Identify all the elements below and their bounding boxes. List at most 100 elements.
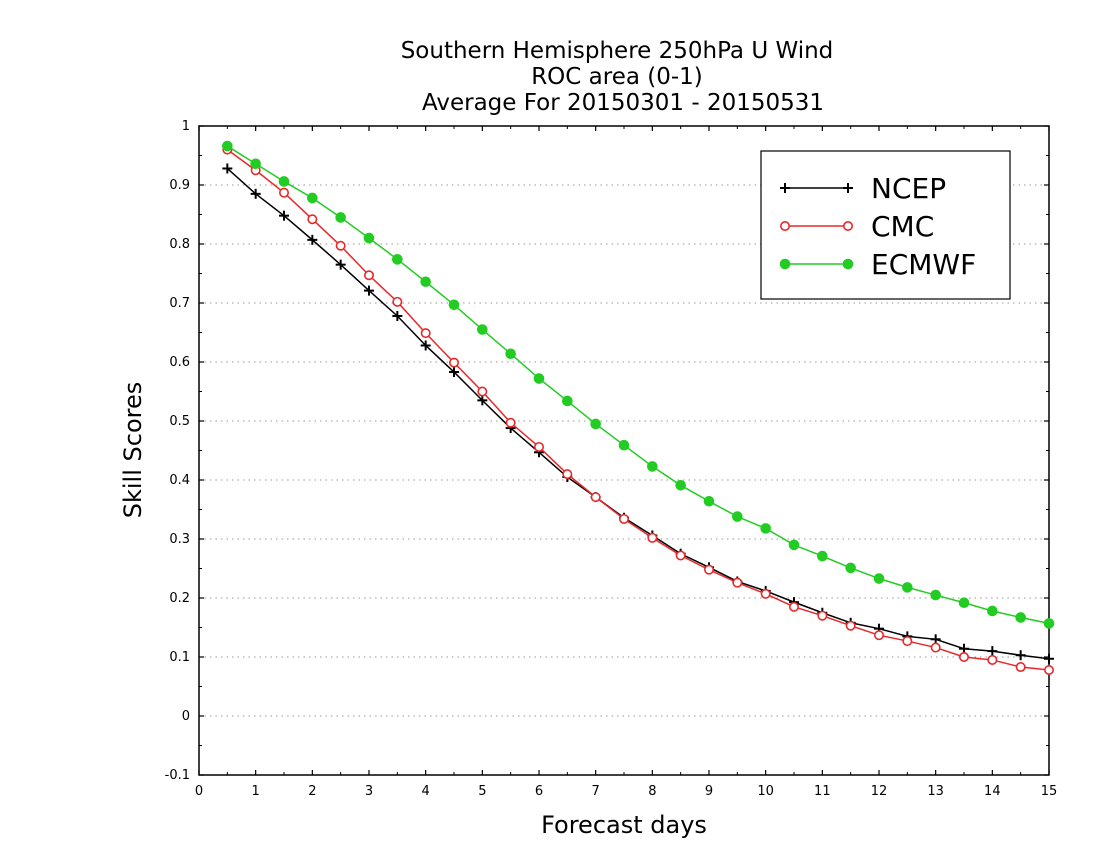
x-tick-label-13: 13 — [927, 784, 944, 799]
data-point-cmc-13 — [590, 492, 601, 503]
x-tick-label-0: 0 — [195, 784, 203, 799]
y-tick-label-5: 0.4 — [169, 473, 190, 488]
x-tick-label-10: 10 — [757, 784, 774, 799]
data-point-ecmwf-25 — [930, 589, 941, 601]
x-tick-label-14: 14 — [984, 784, 1001, 799]
data-point-ecmwf-13 — [590, 418, 601, 430]
data-point-cmc-5 — [363, 270, 374, 281]
y-axis-label: Skill Scores — [119, 382, 147, 519]
data-point-ecmwf-12 — [562, 395, 573, 407]
chart-title-line-2: ROC area (0-1) — [531, 64, 703, 90]
data-point-ncep-0 — [222, 163, 233, 174]
data-point-cmc-24 — [902, 636, 913, 647]
data-point-ncep-2 — [279, 210, 289, 221]
data-point-ncep-28 — [1015, 650, 1026, 661]
y-tick-label-3: 0.2 — [169, 591, 190, 606]
data-point-cmc-20 — [788, 601, 799, 612]
data-point-ecmwf-23 — [873, 573, 885, 584]
data-point-cmc-2 — [278, 187, 289, 198]
y-tick-label-4: 0.3 — [169, 532, 190, 547]
data-point-cmc-16 — [675, 550, 686, 561]
data-point-ncep-8 — [449, 367, 459, 378]
data-point-cmc-26 — [958, 651, 969, 662]
data-point-cmc-23 — [873, 630, 884, 641]
data-point-ecmwf-5 — [363, 232, 375, 244]
data-point-ecmwf-1 — [250, 158, 261, 170]
x-tick-label-4: 4 — [422, 784, 430, 799]
data-point-ecmwf-14 — [618, 439, 630, 451]
x-tick-label-2: 2 — [308, 784, 316, 799]
x-tick-label-15: 15 — [1041, 784, 1058, 799]
data-point-cmc-17 — [703, 564, 714, 575]
x-tick-label-5: 5 — [478, 784, 486, 799]
data-point-ecmwf-10 — [505, 348, 516, 360]
data-point-ecmwf-22 — [845, 562, 856, 574]
legend: NCEP CMC ECMWF — [760, 150, 1011, 300]
data-point-ecmwf-11 — [533, 373, 545, 384]
legend-marker-start-cmc — [779, 221, 790, 232]
x-tick-label-7: 7 — [592, 784, 600, 799]
data-point-cmc-4 — [335, 240, 346, 251]
data-point-cmc-6 — [392, 296, 403, 307]
x-axis-ticks: 0 1 2 3 4 5 6 7 8 9 10 11 12 13 14 15 — [195, 126, 1057, 799]
y-tick-label-1: 0 — [182, 709, 190, 724]
data-point-cmc-15 — [647, 532, 658, 543]
data-point-ecmwf-20 — [788, 539, 800, 551]
x-axis-label: Forecast days — [541, 811, 707, 839]
data-point-ecmwf-0 — [222, 140, 233, 152]
legend-entry-ncep: NCEP — [780, 172, 946, 205]
data-point-ecmwf-16 — [675, 480, 686, 491]
series-ecmwf — [222, 140, 1055, 629]
data-point-cmc-22 — [845, 620, 856, 631]
data-point-ecmwf-3 — [307, 192, 318, 204]
data-point-cmc-8 — [448, 357, 459, 368]
x-tick-label-6: 6 — [535, 784, 543, 799]
legend-entry-ecmwf: ECMWF — [779, 248, 976, 281]
data-point-ncep-9 — [477, 395, 488, 406]
y-tick-label-8: 0.7 — [169, 296, 190, 311]
data-point-cmc-29 — [1044, 664, 1055, 675]
x-tick-label-3: 3 — [365, 784, 373, 799]
legend-box — [760, 150, 1011, 300]
data-point-ecmwf-17 — [703, 495, 715, 507]
y-tick-label-11: 1 — [182, 119, 190, 134]
x-tick-label-12: 12 — [871, 784, 888, 799]
y-tick-label-9: 0.8 — [169, 237, 190, 252]
data-point-ecmwf-21 — [817, 550, 828, 562]
data-point-cmc-19 — [760, 588, 771, 599]
legend-marker-end-ecmwf — [842, 258, 854, 270]
y-tick-label-2: 0.1 — [169, 650, 190, 665]
series-cmc — [222, 144, 1055, 675]
y-tick-label-7: 0.6 — [169, 355, 190, 370]
data-point-cmc-12 — [562, 469, 573, 480]
chart-title-line-3: Average For 20150301 - 20150531 — [422, 90, 824, 116]
x-tick-label-8: 8 — [648, 784, 656, 799]
data-point-ecmwf-8 — [448, 299, 460, 311]
data-point-ecmwf-4 — [335, 212, 346, 223]
data-point-cmc-28 — [1015, 662, 1026, 673]
chart-title-line-1: Southern Hemisphere 250hPa U Wind — [401, 38, 834, 64]
gridlines — [199, 184, 1049, 717]
data-point-ecmwf-26 — [958, 597, 970, 609]
data-point-cmc-10 — [505, 417, 516, 428]
data-point-ncep-27 — [987, 646, 998, 657]
data-point-ncep-29 — [1044, 653, 1054, 664]
data-point-ecmwf-24 — [902, 582, 913, 593]
data-point-ncep-3 — [307, 234, 318, 245]
legend-marker-end-ncep — [843, 183, 853, 193]
legend-marker-start-ecmwf — [779, 258, 791, 270]
x-tick-label-1: 1 — [252, 784, 260, 799]
data-point-ecmwf-7 — [420, 276, 431, 288]
data-point-cmc-7 — [420, 328, 431, 339]
y-tick-label-0: -0.1 — [165, 768, 190, 783]
data-point-ecmwf-9 — [477, 324, 488, 335]
legend-marker-end-cmc — [842, 221, 853, 232]
x-tick-label-9: 9 — [705, 784, 713, 799]
data-point-ecmwf-29 — [1043, 618, 1055, 629]
data-point-cmc-3 — [307, 214, 318, 225]
data-point-ecmwf-15 — [647, 461, 658, 472]
legend-label-cmc: CMC — [871, 210, 934, 243]
series-group — [222, 140, 1055, 675]
data-point-ecmwf-6 — [392, 254, 403, 265]
